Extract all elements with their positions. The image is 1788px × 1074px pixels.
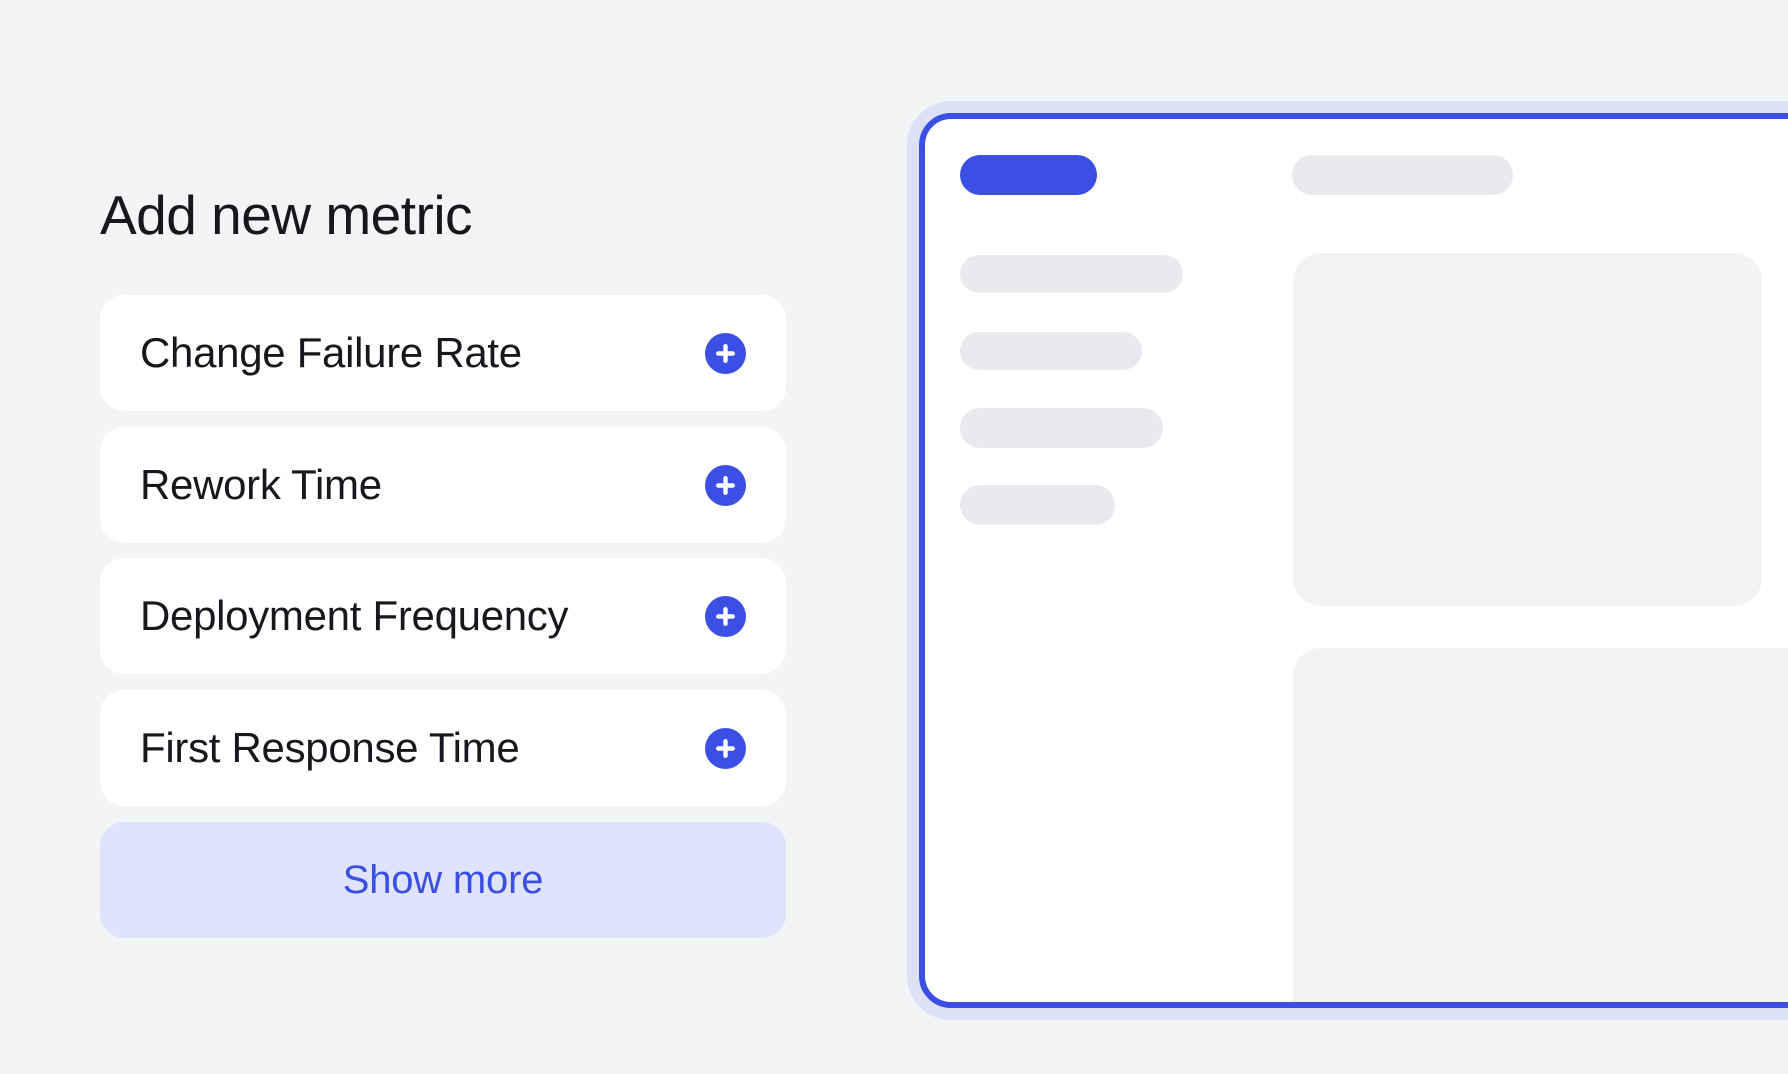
mock-sidebar-line bbox=[960, 255, 1183, 293]
metric-card-deployment-frequency: Deployment Frequency bbox=[100, 558, 786, 674]
metric-label: Deployment Frequency bbox=[140, 592, 569, 639]
app-preview-window bbox=[907, 101, 1788, 1020]
page-title: Add new metric bbox=[100, 184, 473, 246]
metric-label: Change Failure Rate bbox=[140, 329, 522, 376]
metric-card-rework-time: Rework Time bbox=[100, 427, 786, 543]
mock-header-placeholder bbox=[1292, 155, 1513, 195]
metric-label: Rework Time bbox=[140, 461, 382, 508]
metric-card-change-failure-rate: Change Failure Rate bbox=[100, 295, 786, 411]
plus-icon bbox=[715, 606, 736, 627]
mock-sidebar-line bbox=[960, 332, 1142, 370]
plus-icon bbox=[715, 343, 736, 364]
add-metric-button[interactable] bbox=[705, 595, 746, 637]
mock-logo-pill bbox=[960, 155, 1097, 195]
mock-content-panel bbox=[1293, 253, 1762, 606]
mock-sidebar-line bbox=[960, 408, 1163, 448]
metric-card-first-response-time: First Response Time bbox=[100, 690, 786, 806]
show-more-button[interactable]: Show more bbox=[100, 822, 786, 938]
plus-icon bbox=[715, 738, 736, 759]
metric-label: First Response Time bbox=[140, 724, 520, 771]
add-metric-button[interactable] bbox=[705, 464, 746, 506]
mock-content-panel bbox=[1293, 648, 1788, 1002]
app-preview-window-frame bbox=[919, 113, 1788, 1008]
plus-icon bbox=[715, 475, 736, 496]
add-metric-button[interactable] bbox=[705, 727, 746, 769]
mock-sidebar-line bbox=[960, 485, 1115, 525]
add-metric-button[interactable] bbox=[705, 332, 746, 374]
